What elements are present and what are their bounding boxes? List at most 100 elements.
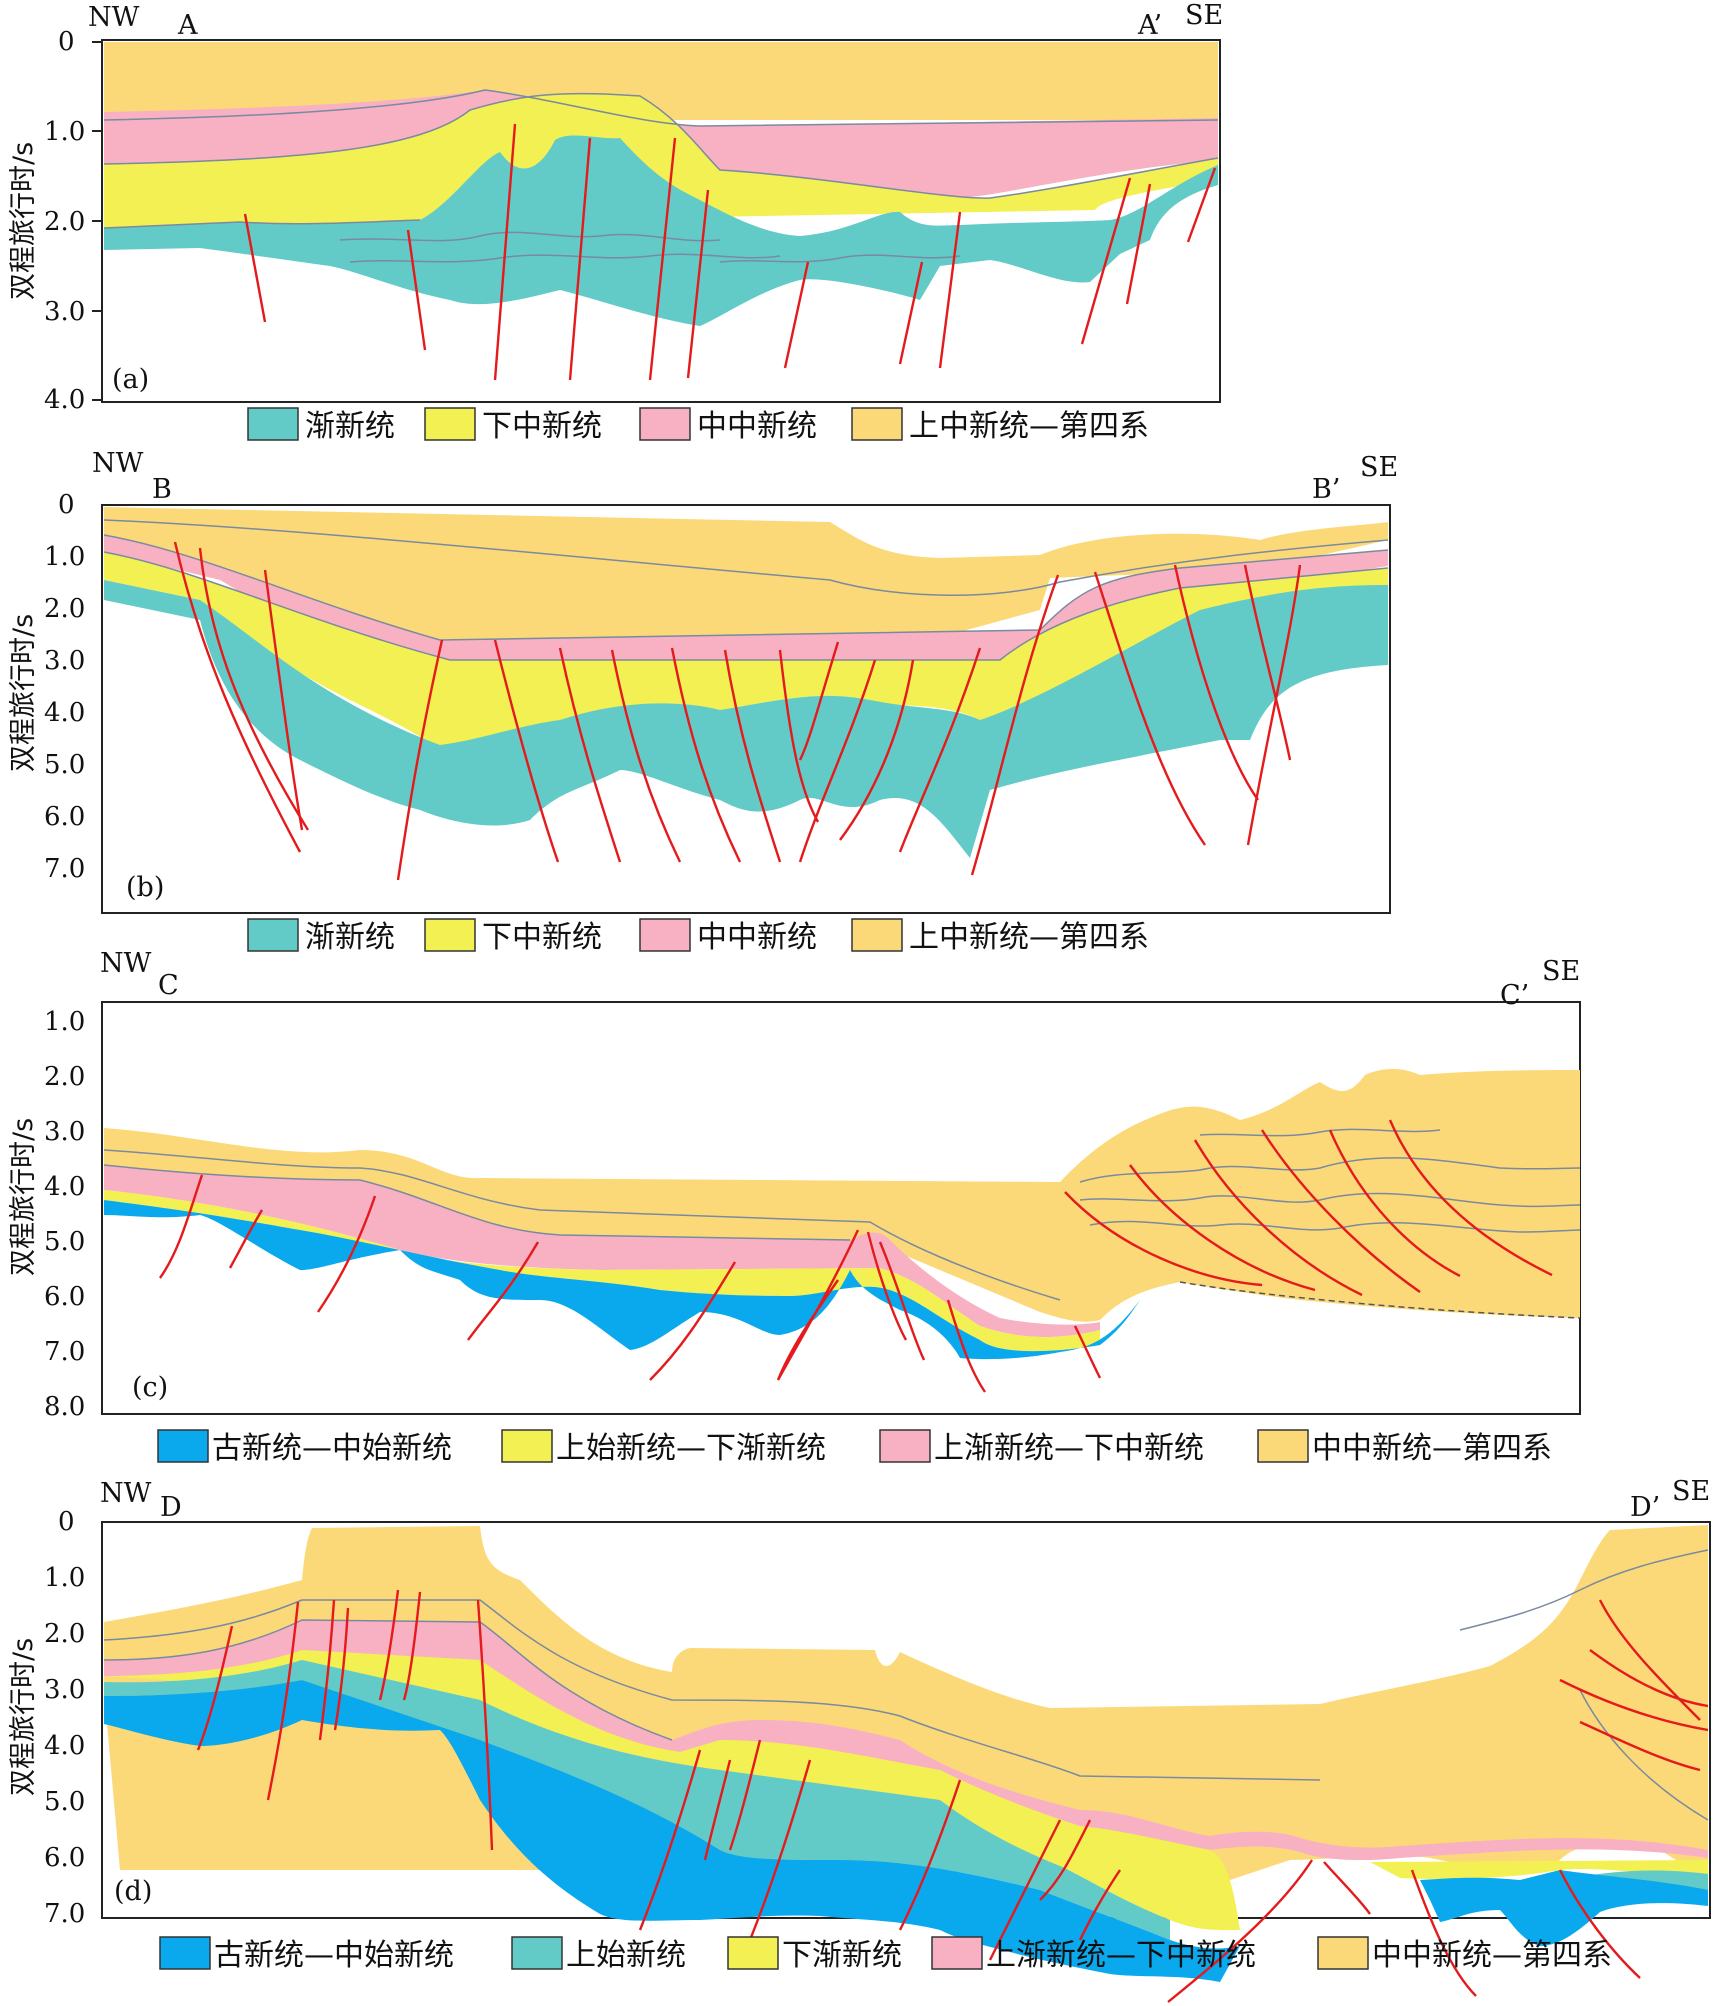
tick-c-4: 5.0 (44, 1227, 85, 1257)
panel-c-se: SE (1542, 956, 1580, 987)
panel-a-end: A’ (1137, 10, 1162, 41)
legend-c-label-0: 古新统—中始新统 (212, 1431, 452, 1466)
legend-d-swatch-3 (931, 1936, 983, 1970)
legend-d-label-1: 上始新统 (566, 1938, 686, 1973)
panel-b (101, 504, 1391, 914)
legend-a-label-1: 下中新统 (482, 409, 602, 444)
layer-lower-miocene (104, 93, 1218, 228)
tick-d-7: 7.0 (44, 1899, 85, 1929)
panel-d-se: SE (1672, 1476, 1710, 1507)
layer-oligocene (104, 135, 1218, 326)
tick-b-0: 0 (58, 490, 75, 520)
legend-a-swatch-2 (639, 407, 691, 441)
tick-c-5: 6.0 (44, 1282, 85, 1312)
tick-a-3: 3.0 (44, 297, 85, 327)
legend-d-swatch-1 (511, 1936, 563, 1970)
layer-lower-miocene (104, 552, 1388, 750)
layer-oligocene (104, 580, 1388, 858)
legend-c-swatch-2 (879, 1429, 931, 1463)
tick-b-7: 7.0 (44, 854, 85, 884)
tick-b-5: 5.0 (44, 750, 85, 780)
panel-d (101, 1521, 1711, 2003)
legend-a-swatch-3 (851, 407, 903, 441)
legend-d-label-2: 下渐新统 (782, 1938, 902, 1973)
tick-d-2: 2.0 (44, 1619, 85, 1649)
tick-c-6: 7.0 (44, 1337, 85, 1367)
faults-c (159, 1119, 1553, 1393)
layer-middle-miocene-quaternary (104, 1068, 1580, 1322)
legend-a-label-2: 中中新统 (697, 409, 817, 444)
tick-a-0: 0 (58, 27, 75, 57)
panel-b-nw: NW (92, 448, 144, 479)
layer-paleocene-middle-eocene (104, 1200, 1140, 1360)
panel-d-start: D (160, 1492, 182, 1523)
panel-c (101, 1001, 1581, 1415)
legend-c-swatch-0 (157, 1429, 209, 1463)
faults-d (196, 1589, 1709, 2003)
tick-b-6: 6.0 (44, 802, 85, 832)
legend-c-swatch-1 (501, 1429, 553, 1463)
legend-d-swatch-2 (727, 1936, 779, 1970)
faults-b (173, 541, 1302, 881)
tick-d-5: 5.0 (44, 1787, 85, 1817)
panel-c-nw: NW (100, 948, 152, 979)
legend-d-swatch-0 (159, 1936, 211, 1970)
tick-c-1: 2.0 (44, 1062, 85, 1092)
panel-d-end: D’ (1630, 1492, 1660, 1523)
tick-c-3: 4.0 (44, 1172, 85, 1202)
tick-a-4: 4.0 (44, 385, 85, 415)
panel-a-ylabel: 双程旅行时/s (8, 142, 39, 300)
layer-middle-miocene (104, 535, 1388, 680)
tick-b-1: 1.0 (44, 542, 85, 572)
panel-b-frame (101, 504, 1391, 914)
legend-c-label-3: 中中新统—第四系 (1312, 1431, 1552, 1466)
legend-c-label-2: 上渐新统—下中新统 (934, 1431, 1204, 1466)
legend-b-swatch-3 (851, 918, 903, 952)
tick-d-3: 3.0 (44, 1675, 85, 1705)
tick-c-2: 3.0 (44, 1117, 85, 1147)
tick-a-2: 2.0 (44, 207, 85, 237)
panel-c-ticks: 1.0 2.0 3.0 4.0 5.0 6.0 7.0 8.0 (44, 1007, 85, 1422)
legend-a-label-3: 上中新统—第四系 (909, 409, 1149, 444)
tick-b-4: 4.0 (44, 698, 85, 728)
faults-a (243, 123, 1217, 381)
panel-b-se: SE (1360, 452, 1398, 483)
panel-b-ylabel: 双程旅行时/s (8, 614, 39, 772)
tick-c-0: 1.0 (44, 1007, 85, 1037)
layer-upper-eocene-lower-oligocene (104, 1190, 1100, 1352)
panel-a-se: SE (1185, 0, 1223, 31)
legend-b-label-0: 渐新统 (305, 920, 395, 955)
panel-a-start: A (177, 10, 198, 41)
legend-b-label-1: 下中新统 (482, 920, 602, 955)
legend-b-swatch-2 (639, 918, 691, 952)
layer-upper-eocene (104, 1660, 1170, 1940)
layer-upper-oligocene-lower-miocene (104, 1620, 1708, 1860)
tick-b-3: 3.0 (44, 646, 85, 676)
legend-d-swatch-4 (1317, 1936, 1369, 1970)
panel-b-start: B (152, 474, 172, 505)
panel-c-end: C’ (1500, 980, 1529, 1011)
layer-lower-oligocene-east (1370, 1860, 1708, 1880)
tick-d-1: 1.0 (44, 1563, 85, 1593)
legend-a-swatch-0 (247, 407, 299, 441)
panel-b-tag: (b) (126, 872, 164, 903)
legend-c-swatch-3 (1257, 1429, 1309, 1463)
tick-b-2: 2.0 (44, 594, 85, 624)
layer-upper-oligocene-lower-miocene (104, 1165, 1100, 1338)
panel-d-tag: (d) (114, 1876, 152, 1907)
layer-paleocene-middle-eocene (104, 1680, 1240, 1982)
legend-b: 渐新统 下中新统 中中新统 上中新统—第四系 (247, 918, 1149, 955)
panel-b-ticks: 0 1.0 2.0 3.0 4.0 5.0 6.0 7.0 (44, 490, 85, 884)
legend-b-swatch-0 (247, 918, 299, 952)
panel-a-nw: NW (88, 2, 140, 33)
layer-upper-miocene-quaternary (104, 42, 1218, 120)
tick-d-4: 4.0 (44, 1731, 85, 1761)
panel-c-ylabel: 双程旅行时/s (8, 1118, 39, 1276)
legend-b-swatch-1 (424, 918, 476, 952)
tick-c-7: 8.0 (44, 1392, 85, 1422)
legend-d-label-0: 古新统—中始新统 (214, 1938, 454, 1973)
legend-a: 渐新统 下中新统 中中新统 上中新统—第四系 (247, 407, 1149, 444)
legend-d-label-3: 上渐新统—下中新统 (986, 1938, 1256, 1973)
layer-upper-miocene-quaternary (104, 507, 1388, 640)
legend-b-label-3: 上中新统—第四系 (909, 920, 1149, 955)
